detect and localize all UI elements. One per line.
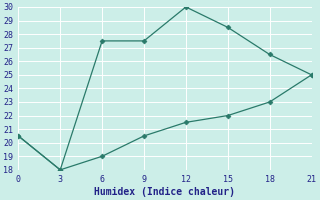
X-axis label: Humidex (Indice chaleur): Humidex (Indice chaleur) [94,186,236,197]
